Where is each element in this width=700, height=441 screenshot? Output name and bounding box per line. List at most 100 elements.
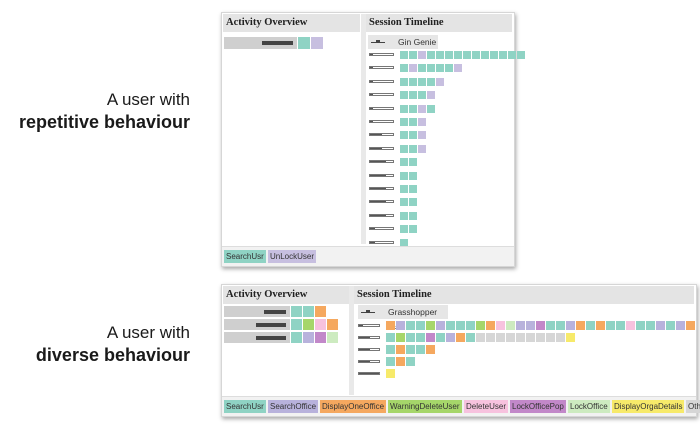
- action-cell-searchoffice[interactable]: [516, 321, 525, 330]
- action-cell-searchoffice[interactable]: [656, 321, 665, 330]
- action-cell-deleteuser[interactable]: [496, 321, 505, 330]
- action-cell-searchusr[interactable]: [409, 118, 417, 126]
- legend-chip-displayoneoffice[interactable]: DisplayOneOffice: [320, 400, 387, 413]
- action-cell-searchusr[interactable]: [646, 321, 655, 330]
- activity-frequency-bar[interactable]: [224, 306, 290, 317]
- legend-chip-searchusr[interactable]: SearchUsr: [224, 250, 266, 263]
- action-cell-unlockuser[interactable]: [427, 91, 435, 100]
- action-cell-searchusr[interactable]: [406, 345, 415, 354]
- session-duration-bar[interactable]: [369, 227, 394, 231]
- action-cell-searchusr[interactable]: [636, 321, 645, 330]
- action-cell-others[interactable]: [486, 333, 495, 342]
- session-duration-bar[interactable]: [369, 213, 394, 217]
- action-cell-searchoffice[interactable]: [526, 321, 535, 330]
- action-cell-unlockuser[interactable]: [418, 118, 426, 126]
- session-duration-bar[interactable]: [369, 187, 394, 190]
- action-cell-searchusr[interactable]: [466, 321, 475, 330]
- action-cell-warningdeleteuser[interactable]: [476, 321, 485, 330]
- overview-cell-lockofficepop[interactable]: [315, 332, 326, 343]
- action-cell-searchusr[interactable]: [400, 131, 408, 140]
- session-duration-bar[interactable]: [369, 120, 394, 123]
- action-cell-searchusr[interactable]: [409, 51, 417, 59]
- action-cell-searchusr[interactable]: [400, 171, 408, 180]
- action-cell-searchusr[interactable]: [386, 333, 395, 342]
- action-cell-searchusr[interactable]: [472, 51, 480, 59]
- action-cell-displayoneoffice[interactable]: [426, 345, 435, 354]
- action-cell-searchusr[interactable]: [406, 357, 415, 366]
- legend-chip-searchusr[interactable]: SearchUsr: [224, 400, 266, 413]
- action-cell-searchoffice[interactable]: [676, 321, 685, 330]
- action-cell-searchusr[interactable]: [400, 51, 408, 59]
- action-cell-searchusr[interactable]: [427, 77, 435, 86]
- overview-cell-searchusr[interactable]: [291, 306, 302, 317]
- session-duration-bar[interactable]: [369, 200, 394, 204]
- session-duration-bar[interactable]: [369, 106, 394, 110]
- session-duration-bar[interactable]: [358, 347, 380, 351]
- legend-chip-displayorgadetails[interactable]: DisplayOrgaDetails: [612, 400, 685, 413]
- session-duration-bar[interactable]: [369, 53, 394, 56]
- action-cell-displayoneoffice[interactable]: [396, 357, 405, 366]
- action-cell-searchusr[interactable]: [400, 185, 408, 193]
- action-cell-searchusr[interactable]: [606, 321, 615, 330]
- action-cell-searchusr[interactable]: [508, 51, 516, 59]
- action-cell-searchusr[interactable]: [517, 51, 525, 59]
- action-cell-displayoneoffice[interactable]: [386, 321, 395, 330]
- action-cell-searchusr[interactable]: [416, 333, 425, 342]
- action-cell-searchusr[interactable]: [427, 64, 435, 73]
- overview-cell-deleteuser[interactable]: [315, 319, 326, 330]
- action-cell-searchusr[interactable]: [586, 321, 595, 330]
- action-cell-searchusr[interactable]: [400, 198, 408, 207]
- action-cell-displayoneoffice[interactable]: [396, 345, 405, 354]
- action-cell-searchusr[interactable]: [409, 144, 417, 153]
- action-cell-searchusr[interactable]: [481, 51, 489, 59]
- activity-frequency-bar[interactable]: [224, 332, 290, 343]
- action-cell-searchoffice[interactable]: [396, 321, 405, 330]
- overview-cell-unlockuser[interactable]: [311, 37, 323, 49]
- action-cell-others[interactable]: [476, 333, 485, 342]
- action-cell-lockoffice[interactable]: [506, 321, 515, 330]
- action-cell-searchusr[interactable]: [436, 51, 444, 59]
- action-cell-searchusr[interactable]: [436, 333, 445, 342]
- action-cell-searchusr[interactable]: [556, 321, 565, 330]
- overview-cell-searchusr[interactable]: [298, 37, 310, 49]
- overview-cell-searchoffice[interactable]: [303, 332, 314, 343]
- action-cell-lockofficepop[interactable]: [536, 321, 545, 330]
- session-duration-bar[interactable]: [358, 371, 380, 375]
- session-duration-bar[interactable]: [369, 160, 394, 164]
- action-cell-searchusr[interactable]: [386, 345, 395, 354]
- action-cell-others[interactable]: [546, 333, 555, 342]
- action-cell-searchusr[interactable]: [400, 64, 408, 73]
- action-cell-others[interactable]: [536, 333, 545, 342]
- action-cell-displayorgadetails[interactable]: [386, 369, 395, 378]
- legend-chip-searchoffice[interactable]: SearchOffice: [268, 400, 319, 413]
- legend-chip-deleteuser[interactable]: DeleteUser: [464, 400, 509, 413]
- action-cell-searchusr[interactable]: [400, 104, 408, 113]
- action-cell-searchusr[interactable]: [409, 104, 417, 113]
- activity-frequency-bar[interactable]: [224, 319, 290, 330]
- action-cell-searchusr[interactable]: [406, 321, 415, 330]
- session-duration-bar[interactable]: [358, 359, 380, 363]
- action-cell-searchusr[interactable]: [400, 91, 408, 100]
- action-cell-others[interactable]: [506, 333, 515, 342]
- action-cell-searchusr[interactable]: [409, 91, 417, 100]
- action-cell-searchusr[interactable]: [409, 171, 417, 180]
- action-cell-searchusr[interactable]: [490, 51, 498, 59]
- action-cell-unlockuser[interactable]: [418, 131, 426, 140]
- action-cell-unlockuser[interactable]: [409, 64, 417, 73]
- action-cell-searchusr[interactable]: [416, 321, 425, 330]
- action-cell-searchusr[interactable]: [446, 321, 455, 330]
- action-cell-searchusr[interactable]: [409, 185, 417, 193]
- overview-cell-displayoneoffice[interactable]: [315, 306, 326, 317]
- action-cell-unlockuser[interactable]: [436, 77, 444, 86]
- session-duration-bar[interactable]: [369, 79, 394, 83]
- overview-cell-searchusr[interactable]: [291, 332, 302, 343]
- action-cell-searchusr[interactable]: [616, 321, 625, 330]
- legend-chip-others[interactable]: Others: [686, 400, 700, 413]
- session-selector[interactable]: Gin Genie: [368, 35, 438, 49]
- action-cell-searchusr[interactable]: [456, 321, 465, 330]
- action-cell-unlockuser[interactable]: [418, 144, 426, 153]
- action-cell-warningdeleteuser[interactable]: [426, 321, 435, 330]
- action-cell-searchusr[interactable]: [418, 91, 426, 100]
- action-cell-searchusr[interactable]: [546, 321, 555, 330]
- action-cell-searchusr[interactable]: [400, 77, 408, 86]
